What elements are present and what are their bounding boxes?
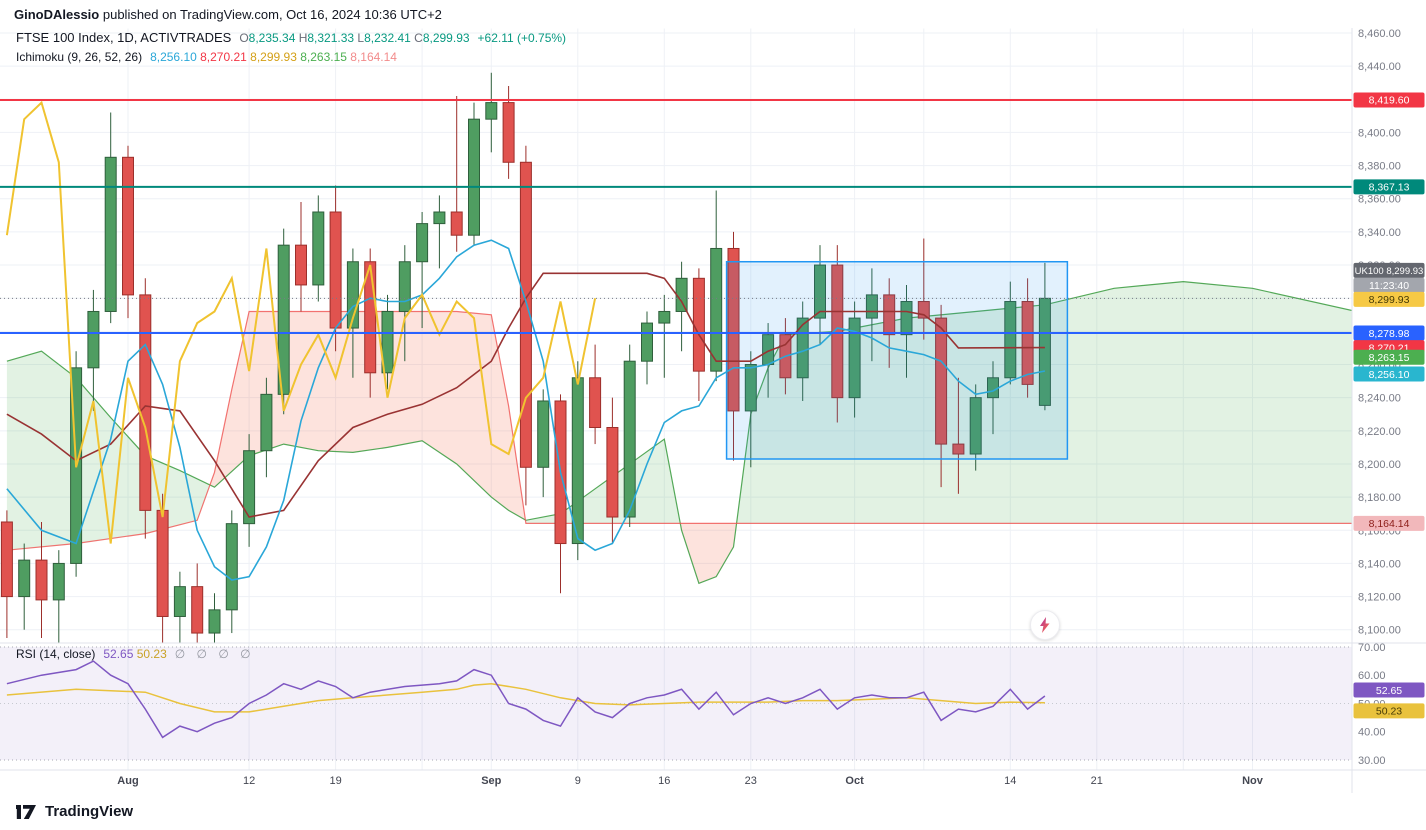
svg-text:Sep: Sep — [481, 775, 501, 787]
ichimoku-value: 8,164.14 — [350, 50, 397, 64]
svg-text:8,367.13: 8,367.13 — [1369, 182, 1410, 194]
ichimoku-value: 8,256.10 — [150, 50, 201, 64]
ichimoku-legend: Ichimoku (9, 26, 52, 26) 8,256.10 8,270.… — [16, 50, 397, 64]
svg-text:Oct: Oct — [845, 775, 864, 787]
svg-text:30.00: 30.00 — [1358, 755, 1386, 767]
rsi-title: RSI (14, close) — [16, 647, 96, 661]
svg-text:19: 19 — [329, 775, 341, 787]
svg-text:8,460.00: 8,460.00 — [1358, 28, 1401, 40]
chart-area: 8,100.00 8,120.00 8,140.00 8,160.00 8,180.00… — [0, 0, 1426, 793]
axis-price-label: 52.65 — [1353, 682, 1425, 698]
svg-text:8,340.00: 8,340.00 — [1358, 227, 1401, 239]
svg-text:9: 9 — [575, 775, 581, 787]
axis-price-label: 8,164.14 — [1353, 515, 1425, 531]
ohlc-key: O — [239, 31, 249, 45]
svg-text:11:23:40: 11:23:40 — [1369, 280, 1409, 292]
ohlc-value: 8,232.41 — [364, 31, 415, 45]
ichimoku-value: 8,263.15 — [300, 50, 351, 64]
ichimoku-title: Ichimoku (9, 26, 52, 26) — [16, 50, 143, 64]
axis-price-label: UK100 8,299.93 — [1353, 262, 1425, 278]
svg-text:23: 23 — [745, 775, 757, 787]
change-value: +62.11 (+0.75%) — [477, 31, 567, 45]
axis-price-label: 8,299.93 — [1353, 291, 1425, 307]
svg-text:40.00: 40.00 — [1358, 727, 1386, 739]
ichimoku-value: 8,270.21 — [200, 50, 251, 64]
svg-text:12: 12 — [243, 775, 255, 787]
svg-text:8,200.00: 8,200.00 — [1358, 459, 1401, 471]
symbol-legend: FTSE 100 Index, 1D, ACTIVTRADES O8,235.3… — [16, 30, 566, 45]
rsi-value: 52.65 — [103, 647, 137, 661]
svg-text:60.00: 60.00 — [1358, 670, 1386, 682]
svg-text:8,100.00: 8,100.00 — [1358, 625, 1401, 637]
svg-text:70.00: 70.00 — [1358, 642, 1386, 654]
brand-name[interactable]: TradingView — [45, 803, 134, 820]
axis-price-label: 8,419.60 — [1353, 92, 1425, 108]
svg-text:8,263.15: 8,263.15 — [1369, 352, 1410, 364]
svg-text:8,240.00: 8,240.00 — [1358, 393, 1401, 405]
svg-text:16: 16 — [658, 775, 670, 787]
author-name[interactable]: GinoDAlessio — [14, 7, 100, 22]
svg-text:8,380.00: 8,380.00 — [1358, 161, 1401, 173]
svg-text:8,120.00: 8,120.00 — [1358, 592, 1401, 604]
ohlc-value: 8,299.93 — [422, 31, 470, 45]
svg-text:UK100 8,299.93: UK100 8,299.93 — [1355, 266, 1424, 277]
rsi-empty-values: ∅ ∅ ∅ ∅ — [174, 647, 255, 661]
svg-text:52.65: 52.65 — [1376, 685, 1402, 697]
publish-info: published on TradingView.com, Oct 16, 20… — [99, 7, 442, 22]
svg-text:8,180.00: 8,180.00 — [1358, 492, 1401, 504]
symbol-title: FTSE 100 Index, 1D, ACTIVTRADES — [16, 30, 232, 45]
ohlc-key: H — [298, 31, 308, 45]
svg-text:Aug: Aug — [117, 775, 138, 787]
price-axis[interactable]: 8,100.008,120.008,140.008,160.008,180.00… — [0, 27, 1426, 793]
lightning-badge-icon[interactable] — [1030, 610, 1060, 640]
svg-text:8,419.60: 8,419.60 — [1369, 95, 1410, 107]
time-axis[interactable]: Aug 12 19 Sep 9 16 23 Oct 14 21 Nov — [117, 775, 1263, 787]
overlays-layer — [0, 98, 1352, 581]
ohlc-value: 8,321.33 — [307, 31, 358, 45]
svg-text:8,299.93: 8,299.93 — [1369, 294, 1410, 306]
candles-layer — [0, 72, 1051, 643]
lightning-bolt-icon — [1040, 617, 1050, 633]
axis-price-label: 8,278.98 — [1353, 325, 1425, 341]
axis-price-label: 8,263.15 — [1353, 349, 1425, 365]
svg-text:8,400.00: 8,400.00 — [1358, 127, 1401, 139]
svg-text:8,164.14: 8,164.14 — [1369, 518, 1410, 530]
svg-text:14: 14 — [1004, 775, 1016, 787]
ohlc-key: C — [414, 31, 423, 45]
svg-text:8,256.10: 8,256.10 — [1369, 369, 1410, 381]
ichimoku-value: 8,299.93 — [250, 50, 301, 64]
ohlc-value: 8,235.34 — [248, 31, 299, 45]
rsi-legend: RSI (14, close) 52.65 50.23 ∅ ∅ ∅ ∅ — [16, 647, 255, 661]
axis-price-label: 50.23 — [1353, 703, 1425, 719]
svg-text:8,140.00: 8,140.00 — [1358, 558, 1401, 570]
price-chart-canvas[interactable]: 8,100.008,120.008,140.008,160.008,180.00… — [0, 0, 1426, 793]
svg-text:8,278.98: 8,278.98 — [1369, 328, 1410, 340]
svg-text:8,220.00: 8,220.00 — [1358, 426, 1401, 438]
svg-text:8,440.00: 8,440.00 — [1358, 61, 1401, 73]
ichimoku-values: 8,256.10 8,270.21 8,299.93 8,263.15 8,16… — [150, 50, 397, 64]
rsi-layer — [0, 646, 1352, 761]
svg-text:50.23: 50.23 — [1376, 706, 1402, 718]
rsi-values: 52.65 50.23 — [103, 647, 166, 661]
tradingview-logo-icon[interactable] — [14, 803, 38, 821]
footer: TradingView — [0, 793, 1426, 830]
svg-text:21: 21 — [1091, 775, 1103, 787]
ohlc-values: O8,235.34 H8,321.33 L8,232.41 C8,299.93 — [239, 31, 469, 45]
axis-price-label: 8,256.10 — [1353, 366, 1425, 382]
rsi-value: 50.23 — [136, 647, 167, 661]
axis-price-label: 8,367.13 — [1353, 179, 1425, 195]
publish-header: GinoDAlessio published on TradingView.co… — [14, 7, 442, 22]
axis-price-label: 11:23:40 — [1353, 277, 1425, 293]
svg-text:Nov: Nov — [1242, 775, 1264, 787]
svg-text:8,360.00: 8,360.00 — [1358, 194, 1401, 206]
ohlc-key: L — [357, 31, 365, 45]
